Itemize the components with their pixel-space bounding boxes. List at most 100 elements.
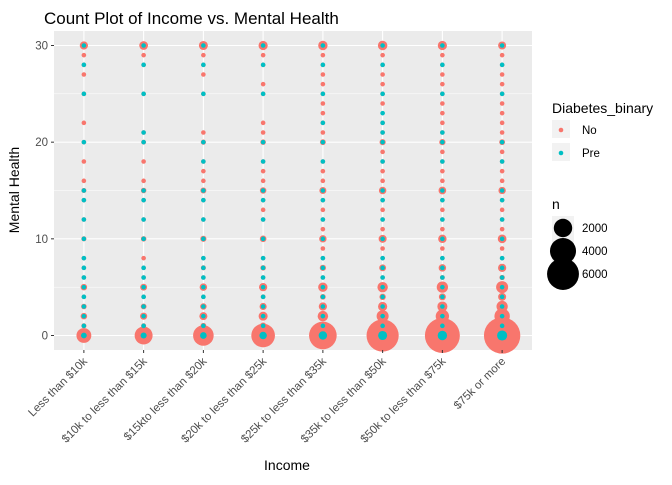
data-point	[320, 294, 326, 300]
data-point	[320, 197, 326, 203]
data-point	[440, 226, 445, 232]
data-point	[440, 110, 445, 116]
data-point	[380, 323, 385, 329]
data-point	[260, 294, 266, 300]
data-point	[378, 330, 388, 341]
data-point	[380, 101, 385, 106]
data-point	[260, 255, 266, 261]
data-point	[141, 323, 146, 329]
data-point	[497, 330, 508, 341]
data-point	[499, 81, 505, 87]
data-point	[380, 62, 385, 68]
data-point	[201, 197, 206, 203]
data-point	[260, 323, 266, 329]
data-point	[380, 91, 385, 97]
data-point	[320, 159, 326, 164]
data-point	[437, 330, 448, 341]
y-tick-label: 0	[42, 331, 48, 343]
data-point	[260, 81, 266, 87]
data-point	[499, 149, 505, 155]
data-point	[81, 294, 87, 300]
data-point	[81, 178, 87, 184]
data-point	[260, 265, 266, 271]
data-point	[380, 197, 385, 203]
data-point	[141, 91, 146, 97]
data-point	[320, 255, 326, 261]
data-point	[260, 130, 266, 135]
data-point	[259, 331, 267, 340]
x-axis: Less than $10k$10k to less than $15k$15k…	[26, 350, 508, 446]
data-point	[440, 120, 445, 126]
data-point	[201, 284, 206, 290]
data-point	[499, 217, 505, 222]
data-point	[201, 178, 206, 184]
data-point	[380, 72, 385, 77]
data-point	[499, 43, 505, 48]
data-point	[440, 197, 445, 203]
data-point	[499, 284, 505, 290]
data-point	[260, 178, 266, 184]
data-point	[260, 236, 266, 242]
data-point	[201, 255, 206, 261]
data-point	[320, 226, 326, 232]
data-point	[141, 275, 146, 280]
data-point	[201, 188, 206, 193]
data-point	[380, 207, 385, 213]
data-point	[260, 304, 266, 309]
data-point	[141, 294, 146, 300]
data-point	[380, 52, 385, 58]
data-point	[440, 139, 445, 145]
data-point	[380, 304, 385, 309]
legend-size-label-6000: 6000	[582, 269, 608, 281]
data-point	[440, 294, 445, 300]
data-point	[499, 313, 505, 319]
data-point	[499, 275, 505, 280]
data-point	[440, 284, 445, 290]
legend-key-pre	[558, 150, 564, 156]
data-point	[440, 275, 445, 280]
data-point	[440, 207, 445, 213]
data-point	[260, 188, 266, 193]
data-point	[499, 130, 505, 135]
data-point	[320, 168, 326, 174]
data-point	[201, 313, 206, 319]
data-point	[440, 52, 445, 58]
data-point	[141, 130, 146, 135]
legend-diabetes-binary: Diabetes_binary No Pre	[552, 100, 653, 161]
data-point	[380, 168, 385, 174]
data-point	[201, 304, 206, 309]
data-point	[81, 217, 87, 222]
data-point	[320, 236, 326, 242]
legend-size-key-6000	[547, 258, 579, 290]
data-point	[141, 284, 146, 290]
data-point	[201, 265, 206, 271]
data-point	[380, 130, 385, 135]
data-point	[440, 130, 445, 135]
legend-size-key-2000	[553, 218, 573, 238]
data-points	[76, 40, 521, 354]
data-point	[440, 178, 445, 184]
data-point	[141, 236, 146, 242]
data-point	[499, 294, 505, 300]
data-point	[260, 139, 266, 145]
data-point	[201, 72, 206, 77]
data-point	[499, 139, 505, 145]
data-point	[201, 130, 206, 135]
data-point	[140, 332, 147, 339]
data-point	[141, 178, 146, 184]
legend-size-label-4000: 4000	[582, 246, 608, 258]
data-point	[380, 188, 385, 193]
data-point	[141, 188, 146, 193]
data-point	[81, 323, 87, 329]
data-point	[81, 255, 87, 261]
data-point	[81, 120, 87, 126]
data-point	[320, 101, 326, 106]
data-point	[440, 43, 445, 48]
data-point	[320, 323, 326, 329]
data-point	[141, 304, 146, 309]
data-point	[141, 139, 146, 145]
data-point	[81, 275, 87, 280]
data-point	[440, 91, 445, 97]
data-point	[320, 304, 326, 309]
